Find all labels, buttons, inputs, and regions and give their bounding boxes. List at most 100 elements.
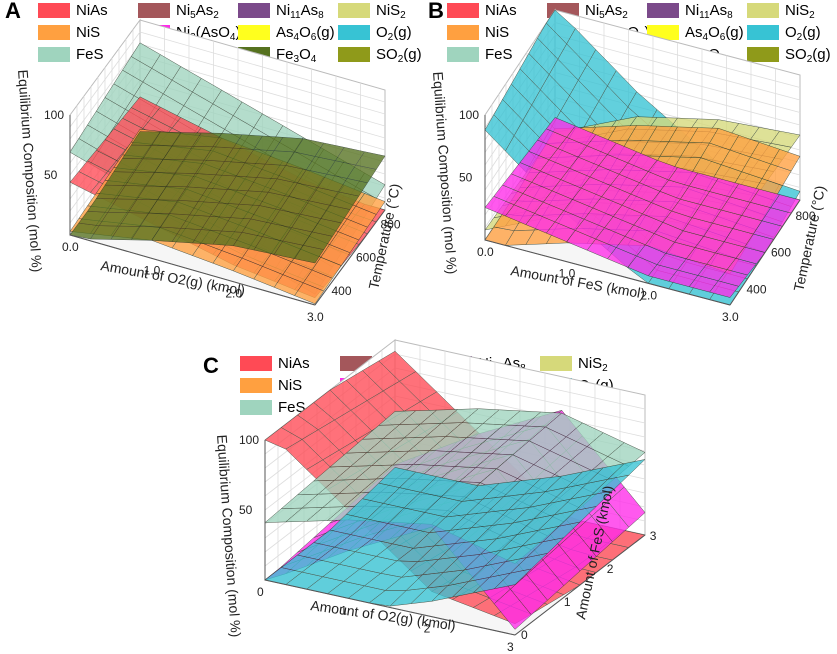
legend-item-ni5as2: Ni5As2 bbox=[138, 2, 219, 21]
legend-label: Ni5As2 bbox=[176, 2, 219, 21]
legend-item-nis2: NiS2 bbox=[540, 355, 608, 374]
legend-label: NiS2 bbox=[376, 2, 406, 21]
legend-item-nis2: NiS2 bbox=[338, 2, 406, 21]
y-tick-label: 0 bbox=[521, 628, 528, 642]
panel-letter-b: B bbox=[428, 0, 444, 23]
panel-letter-c: C bbox=[203, 353, 219, 378]
x-tick-label: 0.0 bbox=[62, 240, 79, 254]
surface-cell bbox=[355, 193, 386, 215]
legend-label: FeS bbox=[278, 399, 306, 416]
legend-swatch bbox=[338, 47, 370, 62]
legend-item-fes: FeS bbox=[447, 46, 513, 63]
legend-label: FeS bbox=[485, 46, 513, 63]
panel-a: A NiAsNi5As2Ni11As8NiS2NiSNi3(AsO4)2As4O… bbox=[0, 0, 422, 330]
legend-item-nis: NiS bbox=[447, 24, 509, 41]
legend-swatch bbox=[138, 3, 170, 18]
grid-line bbox=[394, 381, 646, 438]
panel-c: C NiAsNi5As2Ni11As8NiS2NiSNi3(AsO4)2As4O… bbox=[203, 338, 657, 654]
legend-swatch bbox=[747, 25, 779, 40]
surface-cell bbox=[770, 130, 801, 148]
legend-swatch bbox=[240, 378, 272, 393]
legend-swatch bbox=[338, 25, 370, 40]
z-tick-label: 100 bbox=[44, 108, 64, 122]
legend-label: NiS bbox=[76, 24, 101, 41]
z-axis-title: Equilibrium Composition (mol %) bbox=[15, 69, 45, 273]
y-axis-line bbox=[314, 209, 386, 306]
legend-label: Ni5As2 bbox=[585, 2, 628, 21]
legend-swatch bbox=[240, 356, 272, 371]
grid-line bbox=[139, 31, 386, 103]
legend-label: NiS bbox=[278, 377, 303, 394]
panel-letter-a: A bbox=[5, 0, 21, 23]
surface-cell bbox=[607, 458, 646, 480]
z-axis-title: Equilibrium Composition (mol %) bbox=[430, 71, 460, 275]
x-tick-label: 2.0 bbox=[225, 287, 242, 301]
z-tick-label: 50 bbox=[459, 171, 473, 185]
x-tick-label: 0 bbox=[257, 585, 264, 599]
y-tick-label: 400 bbox=[332, 284, 352, 298]
legend-label: NiS2 bbox=[578, 355, 608, 374]
legend-label: As4O6(g) bbox=[685, 24, 744, 43]
x-axis-line bbox=[69, 234, 316, 306]
y-tick-label: 600 bbox=[356, 251, 376, 265]
x-tick-label: 1.0 bbox=[144, 263, 161, 277]
surface-ni3aso4_2 bbox=[484, 117, 801, 298]
legend-item-as4o6: As4O6(g) bbox=[647, 24, 744, 43]
surface-o2 bbox=[264, 458, 646, 607]
legend-item-o2: O2(g) bbox=[338, 24, 412, 43]
y-axis-line bbox=[514, 534, 646, 636]
legend-label: Ni11As8 bbox=[276, 2, 324, 21]
x-tick-label: 3.0 bbox=[307, 310, 324, 324]
legend-label: SO2(g) bbox=[376, 46, 422, 65]
legend-label: Ni11As8 bbox=[685, 2, 733, 21]
legend-swatch bbox=[338, 3, 370, 18]
z-axis-title: Equilibrium Composition (mol %) bbox=[214, 434, 244, 638]
grid-line bbox=[554, 22, 801, 88]
y-axis-line bbox=[729, 199, 801, 306]
y-tick-label: 3 bbox=[650, 529, 657, 543]
y-tick-label: 800 bbox=[796, 209, 816, 223]
x-tick-label: 2 bbox=[424, 622, 431, 636]
legend-label: NiAs bbox=[76, 2, 108, 19]
legend-label: As4O6(g) bbox=[276, 24, 335, 43]
legend-swatch bbox=[647, 3, 679, 18]
legend-label: O2(g) bbox=[376, 24, 412, 43]
legend-swatch bbox=[447, 3, 479, 18]
z-tick-label: 50 bbox=[239, 503, 253, 517]
legend-swatch bbox=[447, 47, 479, 62]
x-tick-label: 1.0 bbox=[559, 267, 576, 281]
y-tick-label: 600 bbox=[771, 246, 791, 260]
x-tick-label: 0.0 bbox=[477, 245, 494, 259]
legend-item-so2: SO2(g) bbox=[338, 46, 422, 65]
legend-swatch bbox=[540, 356, 572, 371]
grid-line bbox=[394, 353, 646, 410]
legend-item-fes: FeS bbox=[38, 46, 104, 63]
legend-item-nis: NiS bbox=[240, 377, 302, 394]
legend-swatch bbox=[747, 47, 779, 62]
legend-label: SO2(g) bbox=[785, 46, 831, 65]
legend-item-o2: O2(g) bbox=[747, 24, 821, 43]
legend-label: FeS bbox=[76, 46, 104, 63]
legend-item-ni11as8: Ni11As8 bbox=[647, 2, 733, 21]
grid-line bbox=[139, 43, 386, 115]
x-tick-label: 3.0 bbox=[722, 310, 739, 324]
legend-label: O2(g) bbox=[785, 24, 821, 43]
legend-swatch bbox=[238, 25, 270, 40]
y-tick-label: 800 bbox=[381, 217, 401, 231]
legend-item-nias: NiAs bbox=[240, 355, 310, 372]
surface-cell bbox=[607, 486, 646, 528]
grid-line bbox=[69, 31, 141, 128]
z-tick-label: 50 bbox=[44, 168, 58, 182]
legend-item-so2: SO2(g) bbox=[747, 46, 831, 65]
x-tick-label: 3 bbox=[507, 640, 514, 654]
y-tick-label: 400 bbox=[747, 282, 767, 296]
grid-line bbox=[394, 367, 646, 424]
y-tick-label: 2 bbox=[607, 562, 614, 576]
legend-item-nias: NiAs bbox=[447, 2, 517, 19]
legend-swatch bbox=[747, 3, 779, 18]
y-tick-label: 1 bbox=[564, 595, 571, 609]
surface-cell bbox=[607, 442, 646, 467]
grid-line bbox=[69, 43, 141, 140]
